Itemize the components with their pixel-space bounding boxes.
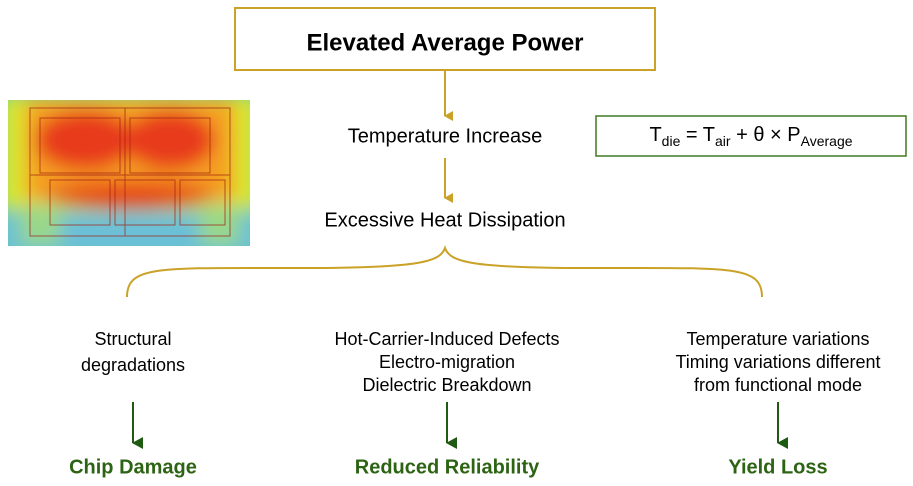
cause-line: from functional mode xyxy=(694,375,862,395)
formula-sub: air xyxy=(715,133,731,149)
cause-line: Timing variations different xyxy=(675,352,880,372)
cause-line: Structural xyxy=(94,329,171,349)
brace xyxy=(127,248,762,297)
step: Excessive Heat Dissipation xyxy=(324,209,565,231)
heat-map xyxy=(0,95,260,255)
formula-part: T xyxy=(649,124,661,146)
cause-line: Temperature variations xyxy=(686,329,869,349)
diagram: Elevated Average Power Temperature Incre… xyxy=(0,0,913,481)
formula-part: + θ × P xyxy=(731,124,801,146)
cause-line: degradations xyxy=(81,355,185,375)
formula-sub: Average xyxy=(801,133,853,149)
outcome: Yield Loss xyxy=(728,456,827,478)
step: Temperature Increase xyxy=(348,125,543,147)
outcome: Reduced Reliability xyxy=(355,456,540,478)
outcome: Chip Damage xyxy=(69,456,197,478)
cause-line: Dielectric Breakdown xyxy=(362,375,531,395)
cause-line: Hot-Carrier-Induced Defects xyxy=(334,329,559,349)
formula-sub: die xyxy=(662,133,681,149)
cause-line: Electro-migration xyxy=(379,352,515,372)
columns: Structural degradations Chip Damage Hot-Car… xyxy=(69,329,880,479)
formula-part: = T xyxy=(680,124,715,146)
title: Elevated Average Power xyxy=(306,29,583,56)
